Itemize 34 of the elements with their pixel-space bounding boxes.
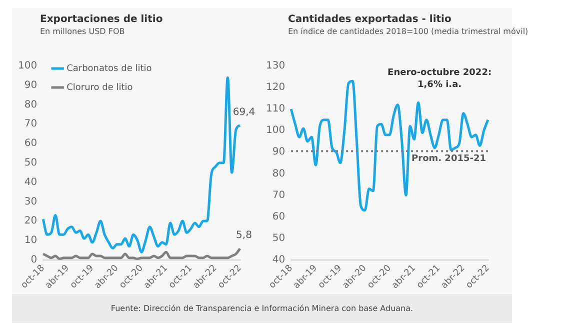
y-tick-label: 30 bbox=[24, 196, 38, 208]
data-label: 69,4 bbox=[232, 106, 256, 118]
y-tick-label: 70 bbox=[272, 190, 286, 201]
y-tick-label: 130 bbox=[266, 60, 286, 72]
y-tick-label: 100 bbox=[266, 125, 286, 136]
y-tick-label: 90 bbox=[24, 80, 38, 91]
y-tick-label: 120 bbox=[266, 82, 286, 94]
chart-subtitle: En millones USD FOB bbox=[40, 27, 126, 36]
legend-label: Carbonatos de litio bbox=[66, 64, 152, 74]
y-tick-label: 80 bbox=[24, 99, 38, 110]
source-note: Fuente: Dirección de Transparencia e Información Minera con base Aduana. bbox=[110, 304, 414, 313]
y-tick-label: 0 bbox=[30, 254, 38, 266]
y-tick-label: 80 bbox=[272, 168, 286, 180]
y-tick-label: 70 bbox=[24, 118, 38, 130]
chart-title: Exportaciones de litio bbox=[40, 14, 164, 25]
y-tick-label: 60 bbox=[24, 138, 38, 150]
data-label: 5,8 bbox=[236, 230, 252, 242]
y-tick-label: 110 bbox=[266, 104, 286, 115]
y-tick-label: 20 bbox=[24, 216, 38, 227]
ref-line-label: Prom. 2015-21 bbox=[412, 154, 486, 164]
y-tick-label: 60 bbox=[272, 211, 286, 222]
legend-label: Cloruro de litio bbox=[66, 82, 134, 93]
line-series bbox=[42, 247, 242, 260]
y-tick-label: 10 bbox=[24, 235, 38, 246]
chart-subtitle: En índice de cantidades 2018=100 (media trimestral móvil) bbox=[288, 27, 528, 36]
annotation: Enero-octubre 2022: 1,6% i.a. bbox=[388, 68, 492, 90]
chart-title: Cantidades exportadas - litio bbox=[288, 14, 452, 25]
y-tick-label: 100 bbox=[18, 60, 38, 72]
y-tick-label: 50 bbox=[272, 232, 286, 244]
y-tick-label: 40 bbox=[272, 254, 286, 266]
y-tick-label: 50 bbox=[24, 158, 38, 169]
line-series bbox=[290, 80, 490, 212]
y-tick-label: 90 bbox=[272, 146, 286, 158]
y-tick-label: 40 bbox=[24, 176, 38, 188]
